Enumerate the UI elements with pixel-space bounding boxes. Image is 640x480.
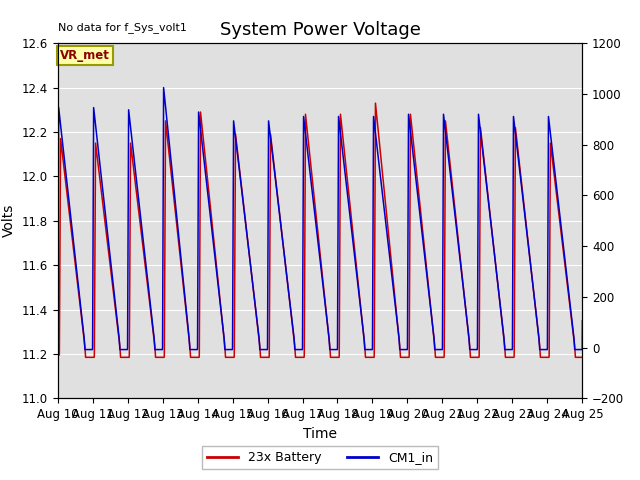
Text: VR_met: VR_met [60,49,110,62]
Title: System Power Voltage: System Power Voltage [220,21,420,39]
X-axis label: Time: Time [303,427,337,441]
Y-axis label: Volts: Volts [2,204,16,238]
Legend: 23x Battery, CM1_in: 23x Battery, CM1_in [202,446,438,469]
Text: No data for f_Sys_volt1: No data for f_Sys_volt1 [58,22,186,33]
